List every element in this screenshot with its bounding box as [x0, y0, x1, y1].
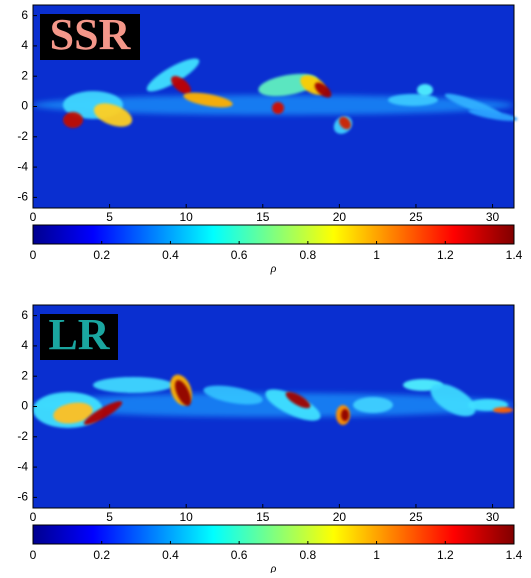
density-feature [174, 380, 192, 406]
density-feature [353, 397, 393, 413]
x-tick-label: 0 [30, 510, 37, 524]
colorbar-label: ρ [270, 261, 277, 275]
density-feature [33, 393, 513, 417]
colorbar [32, 524, 515, 545]
x-tick-label: 20 [333, 210, 347, 224]
x-tick-label: 15 [256, 210, 270, 224]
y-tick-label: -2 [17, 429, 28, 443]
density-feature [183, 92, 233, 108]
density-feature [272, 102, 284, 114]
colorbar [32, 224, 515, 245]
y-tick-label: -4 [17, 159, 28, 173]
density-feature [203, 385, 263, 405]
density-feature [314, 82, 332, 98]
density-feature [339, 116, 351, 130]
colorbar-tick-label: 0.2 [93, 548, 110, 562]
colorbar-label: ρ [270, 561, 277, 573]
density-feature [285, 391, 311, 409]
density-feature [171, 76, 191, 94]
y-tick-label: 6 [21, 8, 28, 22]
density-feature [93, 377, 173, 393]
density-field [33, 5, 518, 208]
colorbar-tick-label: 1.4 [506, 248, 523, 262]
x-tick-label: 5 [106, 210, 113, 224]
density-feature [93, 103, 133, 127]
x-tick-label: 25 [409, 510, 423, 524]
density-feature [493, 407, 513, 413]
density-feature [83, 401, 123, 425]
x-tick-label: 30 [486, 210, 500, 224]
panel-label-box [40, 314, 118, 360]
y-tick-label: 2 [21, 68, 28, 82]
colorbar-tick-label: 0.4 [162, 548, 179, 562]
x-tick-label: 10 [180, 210, 194, 224]
y-tick-label: -4 [17, 459, 28, 473]
y-tick-label: 6 [21, 308, 28, 322]
density-feature [146, 58, 200, 92]
colorbar-tick-label: 0.6 [231, 548, 248, 562]
x-tick-label: 30 [486, 510, 500, 524]
colorbar-tick-label: 0 [30, 548, 37, 562]
x-tick-label: 15 [256, 510, 270, 524]
y-tick-label: 2 [21, 368, 28, 382]
colorbar-tick-label: 0.8 [300, 548, 317, 562]
colorbar-tick-label: 0.6 [231, 248, 248, 262]
colorbar-tick-label: 0.2 [93, 248, 110, 262]
density-feature [63, 112, 83, 128]
y-tick-label: 4 [21, 338, 28, 352]
density-feature [53, 402, 93, 424]
colorbar-tick-label: 1.2 [437, 548, 454, 562]
panel-label: LR [48, 310, 110, 359]
density-feature [265, 389, 321, 421]
density-feature [417, 84, 433, 96]
y-tick-label: 4 [21, 38, 28, 52]
x-tick-label: 10 [180, 510, 194, 524]
panel-label: SSR [50, 10, 132, 59]
colorbar-tick-label: 1 [373, 548, 380, 562]
density-feature [388, 94, 438, 106]
y-tick-label: -2 [17, 129, 28, 143]
colorbar-tick-label: 1.2 [437, 248, 454, 262]
density-feature [341, 409, 349, 421]
x-tick-label: 25 [409, 210, 423, 224]
x-tick-label: 5 [106, 510, 113, 524]
density-feature [430, 383, 476, 417]
panel-label-box [40, 14, 140, 60]
colorbar-tick-label: 0.4 [162, 248, 179, 262]
y-tick-label: -6 [17, 190, 28, 204]
colorbar-tick-label: 1.4 [506, 548, 523, 562]
colorbar-tick-label: 0 [30, 248, 37, 262]
y-tick-label: 0 [21, 399, 28, 413]
y-tick-label: 0 [21, 99, 28, 113]
x-tick-label: 20 [333, 510, 347, 524]
colorbar-tick-label: 1 [373, 248, 380, 262]
x-tick-label: 0 [30, 210, 37, 224]
colorbar-tick-label: 0.8 [300, 248, 317, 262]
density-feature [468, 109, 518, 121]
y-tick-label: -6 [17, 490, 28, 504]
